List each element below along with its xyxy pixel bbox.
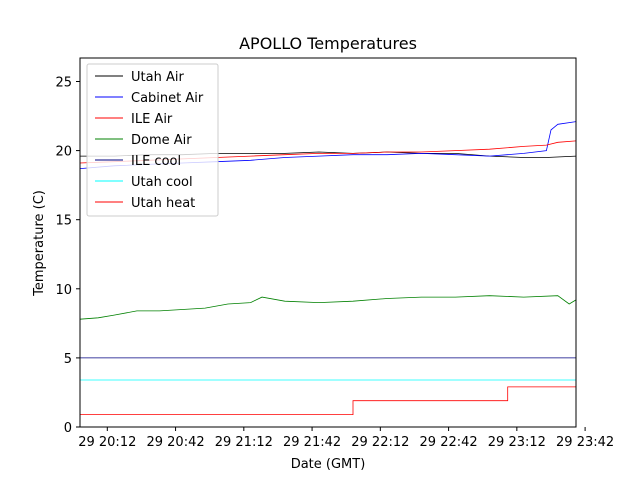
legend-entry: Utah heat (131, 196, 195, 211)
y-tick-label: 10 (55, 283, 72, 298)
y-tick-label: 15 (55, 214, 72, 229)
y-axis-label: Temperature (C) (32, 190, 47, 297)
x-tick-label: 29 23:12 (488, 435, 546, 450)
x-tick-label: 29 20:12 (78, 435, 136, 450)
series-line-utah-heat (80, 386, 576, 416)
y-tick-label: 25 (55, 75, 72, 90)
y-axis: 0 5 10 15 20 25 (55, 75, 80, 436)
legend: Utah Air Cabinet Air ILE Air Dome Air ILE co… (86, 63, 219, 217)
plot-area-frame (79, 57, 577, 428)
legend-box (86, 63, 219, 217)
chart-title: APOLLO Temperatures (239, 34, 417, 53)
x-axis-label: Date (GMT) (291, 457, 366, 472)
x-tick-label: 29 21:42 (283, 435, 341, 450)
x-tick-label: 29 21:12 (215, 435, 273, 450)
x-tick-label: 29 22:12 (351, 435, 409, 450)
y-tick-label: 0 (64, 421, 72, 436)
x-axis: 29 20:12 29 20:42 29 21:12 29 21:42 29 22:12… (78, 427, 614, 450)
legend-entry: Utah Air (131, 70, 184, 85)
x-tick-label: 29 20:42 (146, 435, 204, 450)
y-tick-label: 20 (55, 145, 72, 160)
series-line-dome-air (80, 295, 576, 320)
y-tick-label: 5 (64, 352, 72, 367)
legend-entry: Utah cool (131, 175, 193, 190)
legend-entry: ILE Air (131, 112, 173, 127)
legend-entry: Cabinet Air (131, 91, 204, 106)
legend-entry: ILE cool (131, 154, 181, 169)
legend-entry: Dome Air (131, 133, 192, 148)
x-tick-label: 29 22:42 (420, 435, 478, 450)
x-tick-label: 29 23:42 (556, 435, 614, 450)
